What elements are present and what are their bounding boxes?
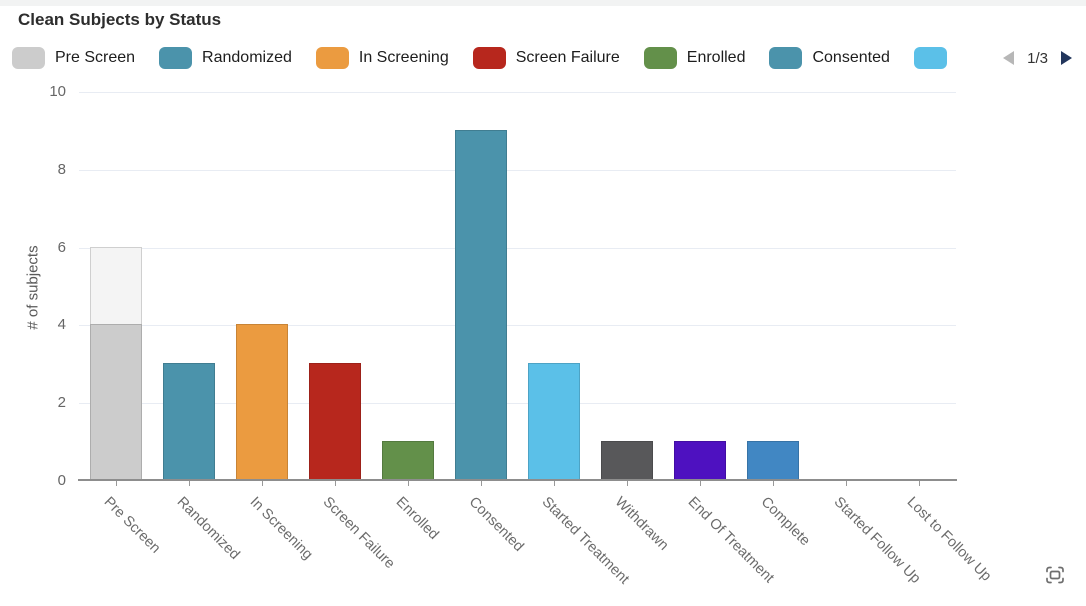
bar-enrolled[interactable] [382, 441, 434, 480]
x-tick [481, 481, 482, 486]
legend-item-randomized[interactable]: Randomized [159, 47, 292, 69]
gridline [79, 92, 956, 93]
legend-swatch [12, 47, 45, 69]
legend-swatch [315, 47, 349, 69]
x-axis-label-pre-screen: Pre Screen [100, 494, 164, 557]
fullscreen-button[interactable] [1040, 560, 1072, 590]
legend-label: Consented [812, 49, 890, 66]
x-tick [335, 481, 336, 486]
y-tick-label: 10 [49, 83, 66, 100]
x-axis-label-consented: Consented [465, 494, 527, 555]
x-tick [262, 481, 263, 486]
x-tick [408, 481, 409, 486]
legend-swatch [643, 47, 677, 69]
legend-item-enrolled[interactable]: Enrolled [643, 47, 746, 69]
x-axis-label-randomized: Randomized [173, 494, 243, 563]
legend-item-consented[interactable]: Consented [769, 47, 890, 69]
legend-swatch [159, 47, 193, 69]
bar-pre-screen[interactable] [90, 246, 142, 325]
bar-started-treatment[interactable] [528, 363, 580, 480]
y-axis-title: # of subjects [24, 245, 42, 330]
legend-item-screen-failure[interactable]: Screen Failure [472, 47, 620, 69]
x-tick [627, 481, 628, 486]
legend-item-pre-screen[interactable]: Pre Screen [12, 47, 135, 69]
gridline [79, 247, 956, 249]
y-tick-label: 4 [57, 316, 66, 334]
gridline [79, 169, 956, 171]
legend-label: In Screening [358, 49, 449, 66]
legend-prev-button[interactable] [1003, 51, 1015, 65]
y-tick-label: 2 [57, 394, 66, 412]
legend-item-extra[interactable] [913, 47, 947, 69]
x-tick [554, 481, 555, 486]
bar-randomized[interactable] [163, 363, 215, 480]
legend-label: Enrolled [686, 49, 746, 66]
legend-items: Pre Screen Randomized In Screening Screen F… [12, 47, 947, 69]
gridline [79, 325, 956, 327]
legend-label: Randomized [202, 49, 292, 66]
bar-pre-screen[interactable] [90, 324, 142, 480]
chevron-left-icon [1003, 51, 1015, 65]
bar-consented[interactable] [455, 129, 507, 480]
x-tick [700, 481, 701, 486]
bar-screen-failure[interactable] [309, 363, 361, 480]
x-tick [846, 481, 847, 486]
x-axis-label-complete: Complete [757, 494, 813, 550]
y-tick-label: 8 [57, 160, 66, 178]
page-title: Clean Subjects by Status [18, 10, 222, 29]
bar-complete[interactable] [747, 441, 799, 480]
legend-pagination: 1/3 [1003, 50, 1072, 67]
x-tick [116, 481, 117, 486]
x-axis-line [78, 479, 957, 481]
bar-withdrawn[interactable] [601, 441, 653, 480]
y-tick-label: 0 [57, 472, 66, 489]
x-axis-label-in-screening: In Screening [246, 494, 316, 563]
legend: Pre Screen Randomized In Screening Screen F… [12, 45, 1072, 71]
legend-swatch [472, 47, 506, 69]
legend-swatch [913, 47, 947, 69]
bar-end-of-treatment[interactable] [674, 441, 726, 480]
x-axis-label-enrolled: Enrolled [392, 494, 442, 543]
legend-item-in-screening[interactable]: In Screening [315, 47, 449, 69]
x-axis-label-withdrawn: Withdrawn [611, 494, 672, 554]
legend-next-button[interactable] [1061, 51, 1072, 65]
chevron-right-icon [1061, 51, 1072, 65]
x-tick [773, 481, 774, 486]
y-tick-label: 6 [57, 238, 66, 256]
legend-label: Pre Screen [55, 49, 136, 66]
x-tick [189, 481, 190, 486]
x-axis-label-screen-failure: Screen Failure [319, 494, 398, 572]
bar-in-screening[interactable] [236, 324, 288, 480]
top-strip [0, 0, 1086, 6]
fullscreen-icon [1046, 566, 1064, 584]
legend-swatch [769, 47, 803, 69]
legend-label: Screen Failure [515, 49, 620, 66]
x-tick [919, 481, 920, 486]
legend-page-indicator: 1/3 [1027, 49, 1048, 67]
gridline [79, 403, 956, 405]
